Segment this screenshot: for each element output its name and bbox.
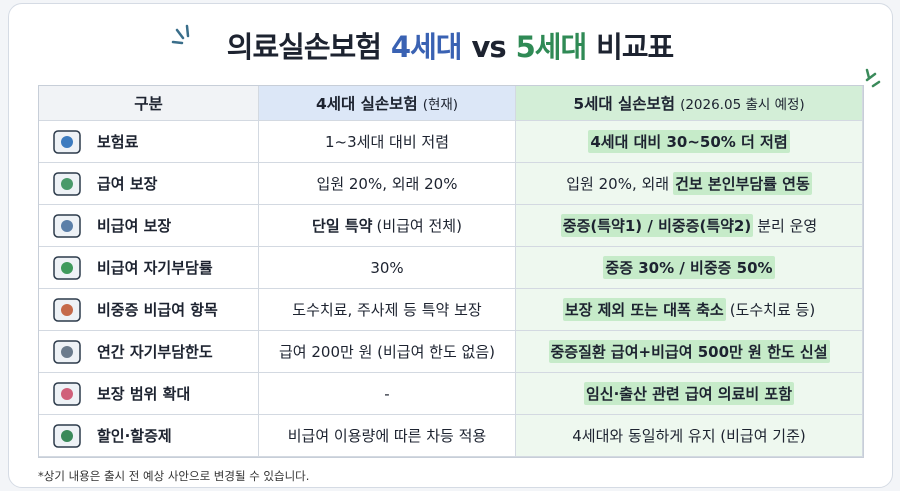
label-text: 연간 자기부담한도 xyxy=(97,343,213,361)
cell-text: 중증(특약1) / 비중증(특약2) xyxy=(560,214,754,237)
cell-text: 중증질환 급여+비급여 500만 원 한도 신설 xyxy=(548,340,830,363)
cell-text: 4세대와 동일하게 유지 (비급여 기준) xyxy=(572,427,806,445)
row-label: 연간 자기부담한도 xyxy=(39,331,259,373)
cell-text: 임신·출산 관련 급여 의료비 포함 xyxy=(584,382,794,405)
title-part: 비교표 xyxy=(596,30,674,64)
row-label: 비급여 보장 xyxy=(39,205,259,247)
row-label: 비중증 비급여 항목 xyxy=(39,289,259,331)
cell: 보장 제외 또는 대폭 축소 (도수치료 등) xyxy=(516,289,863,331)
header-cell: 5세대 실손보험 (2026.05 출시 예정) xyxy=(516,86,863,121)
header-cell: 구분 xyxy=(39,86,259,121)
row-label: 비급여 자기부담률 xyxy=(39,247,259,289)
cell-text: 중증 30% / 비중증 50% xyxy=(603,256,775,279)
label-text: 급여 보장 xyxy=(97,175,158,193)
title-part: vs xyxy=(471,30,506,64)
row-label: 보장 범위 확대 xyxy=(39,373,259,415)
cell: 4세대 대비 30~50% 더 저렴 xyxy=(516,121,863,163)
cell: 도수치료, 주사제 등 특약 보장 xyxy=(259,289,516,331)
cell-text: 건보 본인부담률 연동 xyxy=(673,172,812,195)
cell: 중증질환 급여+비급여 500만 원 한도 신설 xyxy=(516,331,863,373)
cell: 1~3세대 대비 저렴 xyxy=(259,121,516,163)
cell: - xyxy=(259,373,516,415)
row-icon xyxy=(53,297,81,322)
column-name: 5세대 실손보험 xyxy=(573,95,676,113)
footnote: *상기 내용은 출시 전 예상 사안으로 변경될 수 있습니다. xyxy=(38,469,310,483)
column-note: (2026.05 출시 예정) xyxy=(680,97,805,113)
cell: 급여 200만 원 (비급여 한도 없음) xyxy=(259,331,516,373)
header-cell: 4세대 실손보험 (현재) xyxy=(259,86,516,121)
cell-text: 1~3세대 대비 저렴 xyxy=(325,133,449,151)
cell-text: 30% xyxy=(370,258,404,277)
cell: 임신·출산 관련 급여 의료비 포함 xyxy=(516,373,863,415)
cell-text: 분리 운영 xyxy=(757,217,818,235)
column-name: 4세대 실손보험 xyxy=(315,95,418,113)
row-icon xyxy=(53,171,81,196)
row-icon xyxy=(53,129,81,154)
cell-text: 도수치료, 주사제 등 특약 보장 xyxy=(292,301,482,319)
cell: 30% xyxy=(259,247,516,289)
row-icon xyxy=(53,339,81,364)
cell-text: 급여 200만 원 (비급여 한도 없음) xyxy=(279,343,495,361)
cell: 4세대와 동일하게 유지 (비급여 기준) xyxy=(516,415,863,457)
title-part: 5세대 xyxy=(515,30,588,64)
cell: 입원 20%, 외래 20% xyxy=(259,163,516,205)
cell-text: 입원 20%, 외래 xyxy=(566,175,670,193)
cell: 중증(특약1) / 비중증(특약2) 분리 운영 xyxy=(516,205,863,247)
cell-text: (비급여 전체) xyxy=(376,217,462,235)
label-text: 비중증 비급여 항목 xyxy=(97,301,218,319)
cell: 중증 30% / 비중증 50% xyxy=(516,247,863,289)
cell-text: (도수치료 등) xyxy=(729,301,816,319)
cell-text: 단일 특약 xyxy=(312,217,373,235)
cell-text: - xyxy=(384,384,390,403)
label-text: 보험료 xyxy=(97,133,139,151)
row-icon xyxy=(53,213,81,238)
row-label: 급여 보장 xyxy=(39,163,259,205)
label-text: 비급여 보장 xyxy=(97,217,172,235)
label-text: 비급여 자기부담률 xyxy=(97,259,213,277)
cell: 단일 특약 (비급여 전체) xyxy=(259,205,516,247)
row-icon xyxy=(53,423,81,448)
row-label: 할인·할증제 xyxy=(39,415,259,457)
row-label: 보험료 xyxy=(39,121,259,163)
comparison-table: 구분 4세대 실손보험 (현재) 5세대 실손보험 (2026.05 출시 예정) 보험료… xyxy=(38,85,864,458)
column-note: (현재) xyxy=(422,97,459,113)
cell-text: 4세대 대비 30~50% 더 저렴 xyxy=(588,130,790,153)
sparkle xyxy=(865,68,881,88)
cell-text: 입원 20%, 외래 20% xyxy=(316,175,458,193)
cell-text: 비급여 이용량에 따른 차등 적용 xyxy=(287,427,487,445)
label-text: 할인·할증제 xyxy=(97,427,172,445)
row-icon xyxy=(53,255,81,280)
row-icon xyxy=(53,381,81,406)
label-text: 보장 범위 확대 xyxy=(97,385,191,403)
sparkle xyxy=(171,24,190,45)
cell-text: 보장 제외 또는 대폭 축소 xyxy=(562,298,726,321)
cell: 입원 20%, 외래 건보 본인부담률 연동 xyxy=(516,163,863,205)
cell: 비급여 이용량에 따른 차등 적용 xyxy=(259,415,516,457)
title: 의료실손보험 4세대 vs 5세대 비교표 xyxy=(0,24,900,66)
title-part: 4세대 xyxy=(390,30,463,64)
title-part: 의료실손보험 xyxy=(226,30,382,64)
